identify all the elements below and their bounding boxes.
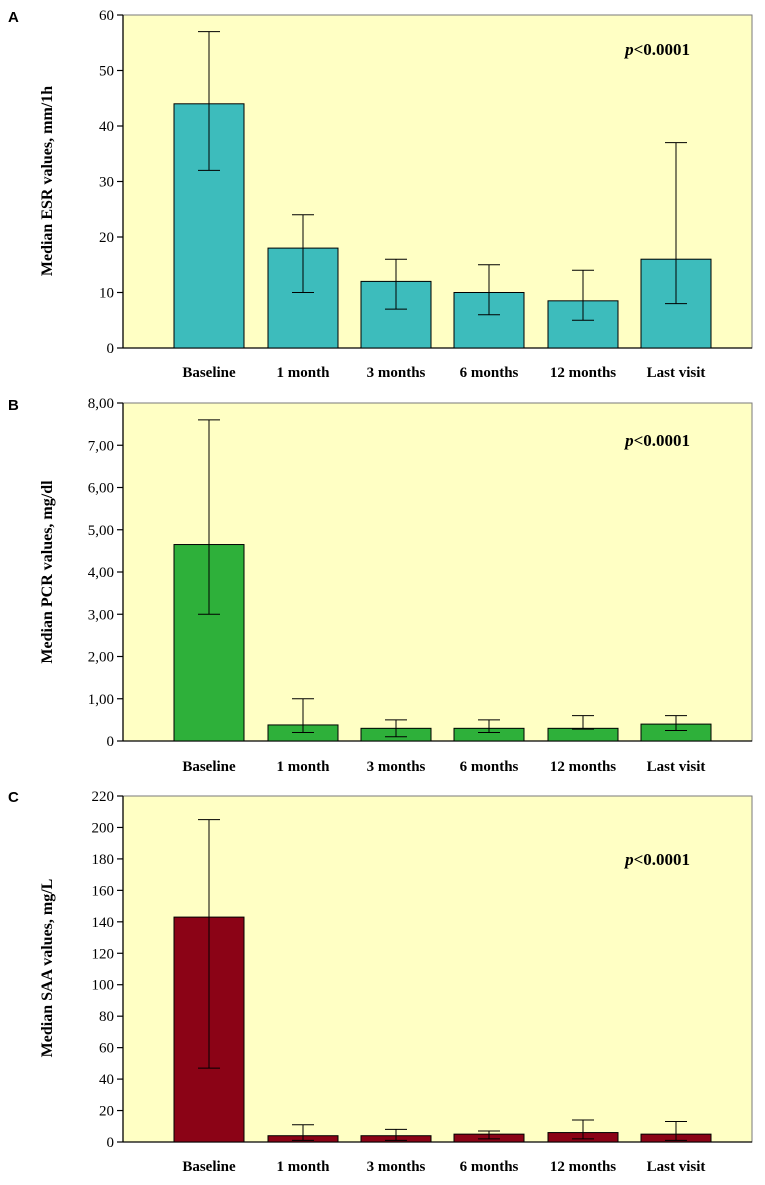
y-tick-label: 6,00 [88, 481, 114, 497]
x-tick-label: 1 month [277, 1159, 331, 1175]
y-tick-label: 0 [107, 734, 115, 750]
x-tick-label: 12 months [550, 1159, 616, 1175]
p-symbol: p [623, 431, 634, 450]
y-tick-label: 100 [92, 978, 115, 994]
y-tick-label: 80 [99, 1009, 114, 1025]
x-tick-label: 6 months [460, 365, 519, 381]
y-tick-label: 50 [99, 64, 114, 80]
y-tick-label: 140 [92, 915, 115, 931]
y-axis-title: Median SAA values, mg/L [39, 879, 56, 1058]
y-axis-title: Median ESR values, mm/1h [39, 86, 56, 276]
panel-letter: B [8, 397, 19, 414]
x-tick-label: 3 months [367, 1159, 426, 1175]
y-axis-title: Median PCR values, mg/dl [39, 480, 56, 664]
p-value-annotation: p<0.0001 [623, 431, 690, 450]
x-tick-label: 12 months [550, 365, 616, 381]
bar [547, 727, 619, 742]
y-tick-label: 40 [99, 119, 114, 135]
x-tick-label: Last visit [647, 759, 706, 775]
y-tick-label: 0 [107, 1135, 115, 1151]
y-tick-label: 10 [99, 286, 114, 302]
y-tick-label: 60 [99, 1041, 114, 1057]
y-tick-label: 40 [99, 1072, 114, 1088]
p-symbol: p [623, 40, 634, 59]
y-tick-label: 5,00 [88, 523, 114, 539]
p-value-text: <0.0001 [634, 850, 690, 869]
chart-panel-c: C 0 20 40 60 80 100 120 140 160 180 200 220 Median SA… [8, 789, 753, 1175]
chart-panel-a: A 0 10 20 30 40 50 60 Median ESR values, mm/1h Ba… [8, 8, 753, 381]
y-tick-label: 120 [92, 946, 115, 962]
chart-panel-b: B 0 1,00 2,00 3,00 4,00 5,00 6,00 7,00 8,00 Median… [8, 396, 753, 775]
x-tick-label: 3 months [367, 365, 426, 381]
y-tick-label: 0 [107, 341, 115, 357]
p-value-text: <0.0001 [634, 431, 690, 450]
x-tick-label: 3 months [367, 759, 426, 775]
y-tick-label: 4,00 [88, 565, 114, 581]
y-tick-label: 20 [99, 230, 114, 246]
x-tick-label: Baseline [182, 1159, 236, 1175]
y-tick-label: 2,00 [88, 650, 114, 666]
x-tick-label: 6 months [460, 759, 519, 775]
y-tick-label: 160 [92, 883, 115, 899]
x-tick-label: 1 month [277, 365, 331, 381]
x-tick-label: 1 month [277, 759, 331, 775]
p-value-text: <0.0001 [634, 40, 690, 59]
x-tick-label: Last visit [647, 1159, 706, 1175]
p-value-annotation: p<0.0001 [623, 40, 690, 59]
x-tick-label: 6 months [460, 1159, 519, 1175]
p-symbol: p [623, 850, 634, 869]
y-tick-label: 8,00 [88, 396, 114, 412]
y-tick-label: 1,00 [88, 692, 114, 708]
x-tick-label: 12 months [550, 759, 616, 775]
panel-letter: A [8, 9, 19, 26]
x-tick-label: Last visit [647, 365, 706, 381]
panel-letter: C [8, 789, 19, 806]
y-tick-label: 3,00 [88, 607, 114, 623]
p-value-annotation: p<0.0001 [623, 850, 690, 869]
y-tick-label: 30 [99, 175, 114, 191]
x-tick-label: Baseline [182, 365, 236, 381]
y-tick-label: 220 [92, 789, 115, 805]
y-tick-label: 7,00 [88, 438, 114, 454]
y-tick-label: 20 [99, 1104, 114, 1120]
x-tick-label: Baseline [182, 759, 236, 775]
y-tick-label: 200 [92, 820, 115, 836]
y-tick-label: 180 [92, 852, 115, 868]
y-tick-label: 60 [99, 8, 114, 24]
